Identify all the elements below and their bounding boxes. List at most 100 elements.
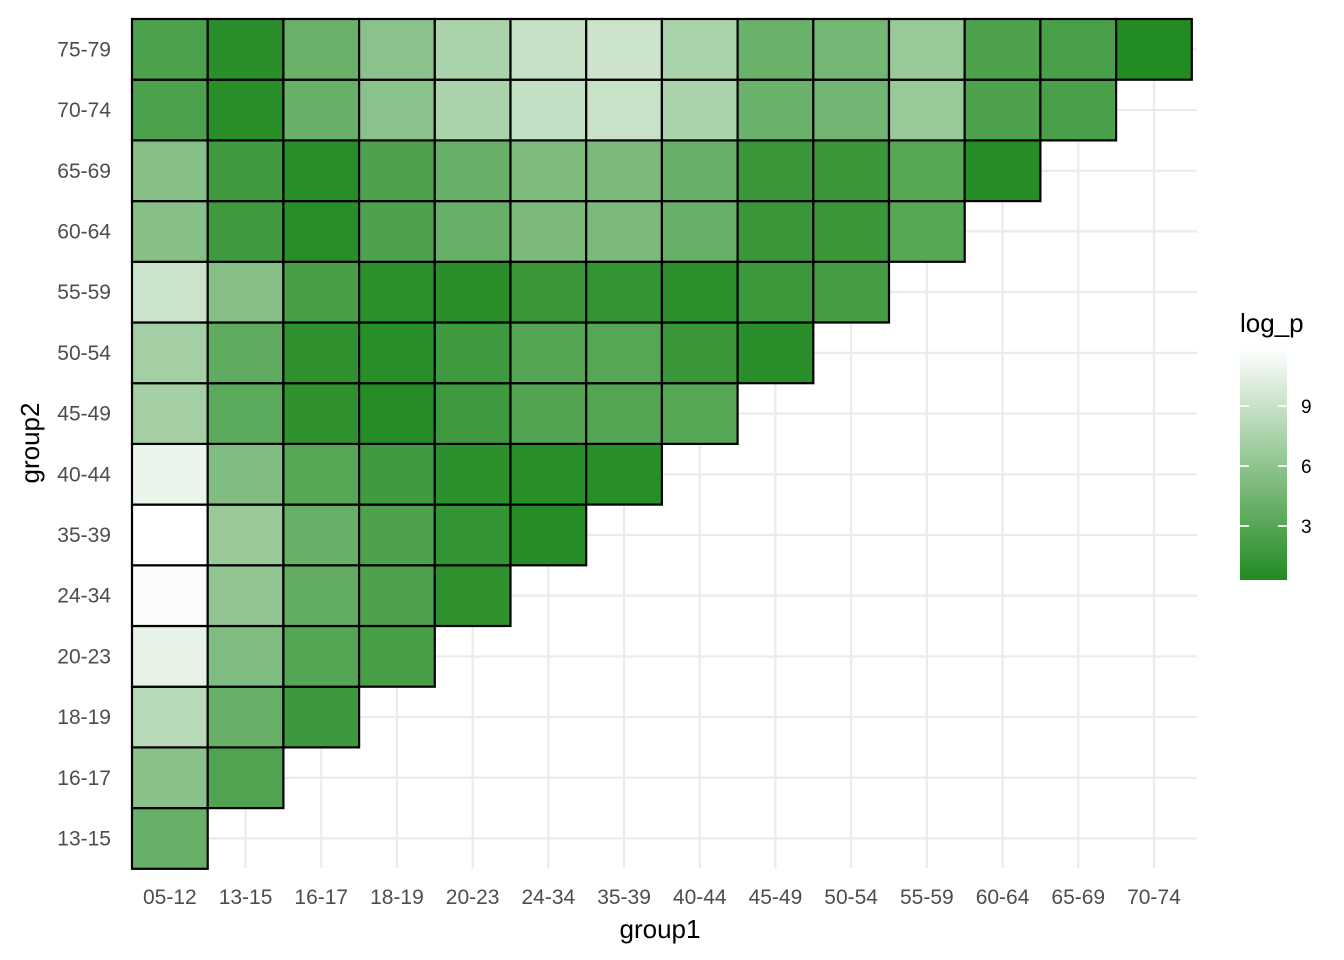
cell-60-64-70-74 [963,78,1042,142]
cell-20-23-40-44 [433,442,512,506]
cell-55-59-70-74 [887,78,966,142]
cell-13-15-55-59 [206,260,285,324]
cell-16-17-20-23 [282,624,361,688]
cell-45-49-50-54 [736,321,815,385]
cell-24-34-50-54 [509,321,588,385]
y-tick-label: 70-74 [57,99,111,122]
cell-40-44-55-59 [660,260,739,324]
cell-18-19-20-23 [358,624,436,688]
cell-20-23-35-39 [433,503,512,567]
x-tick-label: 60-64 [976,886,1030,909]
cell-24-34-70-74 [509,78,588,142]
x-tick-label: 55-59 [900,886,954,909]
legend-tick-label: 9 [1301,397,1312,418]
cell-20-23-50-54 [433,321,512,385]
cell-55-59-60-64 [887,200,966,263]
cell-40-44-45-49 [660,382,739,446]
cell-05-12-45-49 [130,382,209,446]
x-tick-label: 20-23 [446,886,500,909]
y-tick-label: 16-17 [57,767,111,790]
cell-50-54-75-79 [812,17,891,81]
cell-05-12-35-39 [130,503,209,567]
y-tick-label: 75-79 [57,38,111,61]
cell-35-39-40-44 [585,442,664,506]
x-tick-label: 16-17 [294,886,348,909]
cell-40-44-70-74 [660,78,739,142]
cell-16-17-55-59 [282,260,361,324]
cell-24-34-65-69 [509,139,588,203]
heatmap-cells [130,17,1193,870]
cell-13-15-24-34 [206,564,285,628]
cell-05-12-18-19 [130,685,209,749]
cell-13-15-20-23 [206,624,285,688]
cell-40-44-50-54 [660,321,739,385]
cell-40-44-65-69 [660,139,739,203]
cell-65-69-75-79 [1039,17,1118,81]
y-tick-label: 18-19 [57,706,111,729]
cell-35-39-45-49 [585,382,664,446]
x-tick-label: 50-54 [824,886,878,909]
cell-13-15-75-79 [206,17,285,81]
cell-13-15-16-17 [206,746,285,810]
cell-70-74-75-79 [1114,17,1193,81]
cell-35-39-65-69 [585,139,664,203]
cell-05-12-70-74 [130,78,209,142]
cell-18-19-65-69 [358,139,436,203]
y-tick-label: 35-39 [57,524,111,547]
cell-24-34-45-49 [509,382,588,446]
cell-35-39-70-74 [585,78,664,142]
cell-18-19-24-34 [358,564,436,628]
y-tick-label: 40-44 [57,463,111,486]
legend-colorbar [1240,348,1287,580]
cell-05-12-40-44 [130,442,209,506]
cell-05-12-16-17 [130,746,209,810]
cell-24-34-40-44 [509,442,588,506]
cell-16-17-40-44 [282,442,361,506]
cell-05-12-60-64 [130,200,209,263]
cell-20-23-55-59 [433,260,512,324]
cell-13-15-65-69 [206,139,285,203]
cell-20-23-60-64 [433,200,512,263]
legend-tick-label: 6 [1301,457,1312,478]
cell-18-19-35-39 [358,503,436,567]
cell-40-44-60-64 [660,200,739,263]
cell-18-19-70-74 [358,78,436,142]
x-tick-label: 40-44 [673,886,727,909]
cell-18-19-55-59 [358,260,436,324]
cell-16-17-18-19 [282,685,361,749]
cell-35-39-55-59 [585,260,664,324]
cell-35-39-50-54 [585,321,664,385]
cell-13-15-70-74 [206,78,285,142]
cell-24-34-75-79 [509,17,588,81]
x-tick-label: 13-15 [219,886,273,909]
cell-13-15-60-64 [206,200,285,263]
cell-16-17-45-49 [282,382,361,446]
cell-45-49-70-74 [736,78,815,142]
cell-65-69-70-74 [1039,78,1118,142]
y-tick-label: 24-34 [57,585,111,608]
cell-13-15-45-49 [206,382,285,446]
cell-20-23-65-69 [433,139,512,203]
cell-45-49-75-79 [736,17,815,81]
cell-35-39-60-64 [585,200,664,263]
cell-05-12-55-59 [130,260,209,324]
cell-13-15-35-39 [206,503,285,567]
cell-05-12-50-54 [130,321,209,385]
cell-35-39-75-79 [585,17,664,81]
cell-40-44-75-79 [660,17,739,81]
cell-05-12-65-69 [130,139,209,203]
x-tick-label: 35-39 [597,886,651,909]
cell-18-19-45-49 [358,382,436,446]
y-tick-label: 60-64 [57,220,111,243]
y-tick-label: 55-59 [57,281,111,304]
y-tick-label: 50-54 [57,342,111,365]
legend-title: log_p [1240,308,1304,338]
cell-20-23-45-49 [433,382,512,446]
cell-16-17-70-74 [282,78,361,142]
legend-tick-label: 3 [1301,517,1312,538]
cell-45-49-60-64 [736,200,815,263]
cell-45-49-65-69 [736,139,815,203]
cell-13-15-50-54 [206,321,285,385]
x-tick-label: 65-69 [1051,886,1105,909]
